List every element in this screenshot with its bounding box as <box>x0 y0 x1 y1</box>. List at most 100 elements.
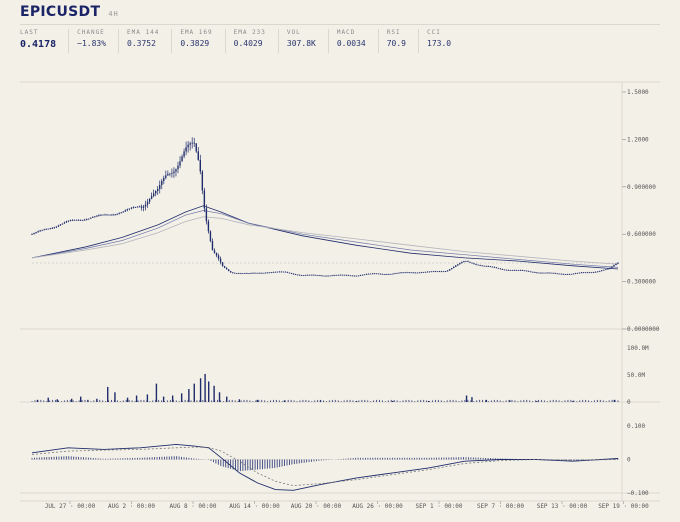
candle-body <box>298 274 301 276</box>
volume-bar-baseline <box>493 399 495 402</box>
volume-bar-baseline <box>376 399 378 402</box>
volume-bar-baseline <box>487 401 489 402</box>
candle-body <box>530 271 532 273</box>
volume-bar-baseline <box>49 400 51 402</box>
stat-label: EMA 169 <box>180 29 213 36</box>
volume-bar-baseline <box>308 400 310 402</box>
candle-body <box>37 231 39 233</box>
volume-bar-baseline <box>175 400 177 402</box>
volume-bar-baseline <box>78 400 80 402</box>
candle-body <box>136 206 139 208</box>
volume-bar <box>465 395 468 402</box>
candle-body <box>550 272 552 274</box>
candle-body <box>71 219 74 221</box>
volume-bar-baseline <box>576 401 578 402</box>
volume-bar <box>319 400 322 402</box>
candle-body <box>234 272 236 274</box>
stat-macd: MACD 0.0034 <box>327 29 378 53</box>
candle-body <box>420 272 423 274</box>
candle-body <box>365 274 368 275</box>
candle-body <box>446 270 449 272</box>
volume-bar-baseline <box>284 400 286 402</box>
volume-bar-baseline <box>140 399 142 402</box>
candle-body <box>256 272 258 274</box>
volume-bar-baseline <box>116 400 118 402</box>
volume-bar-baseline <box>608 400 610 402</box>
candle-body <box>230 271 232 273</box>
candle-body <box>232 272 234 274</box>
candle-body <box>163 177 165 182</box>
candle-body <box>513 270 516 271</box>
volume-tick-label: 50.0M <box>627 372 645 379</box>
volume-bar-baseline <box>40 399 42 402</box>
volume-bar-baseline <box>72 400 74 402</box>
symbol-title: EPICUSDT <box>20 4 101 20</box>
candle-body <box>568 274 571 275</box>
volume-bar <box>107 386 109 402</box>
candle-body <box>106 214 108 216</box>
candle-body <box>221 262 224 267</box>
candle-body <box>548 272 550 274</box>
macd-line <box>31 443 619 491</box>
volume-bar-baseline <box>443 401 445 402</box>
candle-body <box>51 227 53 229</box>
candle-body <box>53 227 56 229</box>
candle-body <box>566 274 569 275</box>
candle-body <box>63 222 66 224</box>
price-tick-label: 0.600000 <box>627 231 656 238</box>
candle-body <box>43 229 45 231</box>
volume-bar-baseline <box>231 399 233 402</box>
volume-bar-baseline <box>408 399 410 402</box>
x-tick-label: SEP 1 · 00:00 <box>416 503 463 510</box>
volume-bar-baseline <box>211 400 213 402</box>
x-tick-label: SEP 7 · 00:00 <box>477 503 524 510</box>
x-tick-label: AUG 20 · 00:00 <box>291 503 342 510</box>
stat-value: −1.83% <box>77 39 107 48</box>
volume-bar-baseline <box>196 400 198 402</box>
volume-bar-baseline <box>552 399 554 402</box>
candle-body <box>203 190 206 209</box>
volume-bar-baseline <box>240 400 242 402</box>
volume-bar <box>188 389 190 402</box>
volume-bar-baseline <box>108 400 110 402</box>
volume-bar-baseline <box>532 401 534 402</box>
candle-body <box>248 273 250 274</box>
candle-body <box>586 272 589 274</box>
volume-bar-baseline <box>119 401 121 402</box>
candle-body <box>69 220 72 221</box>
volume-bar-baseline <box>579 400 581 402</box>
candle-body <box>211 241 214 251</box>
candle-body <box>84 219 86 221</box>
candle-body <box>55 226 58 228</box>
candle-body <box>526 270 528 272</box>
volume-bar-baseline <box>164 401 166 402</box>
candle-body <box>426 271 429 273</box>
volume-bar <box>162 396 165 402</box>
volume-bar-baseline <box>414 401 416 402</box>
candle-body <box>67 220 70 222</box>
header-divider <box>20 24 660 25</box>
candle-body <box>442 271 445 273</box>
volume-bar-baseline <box>543 400 545 402</box>
x-tick-label: SEP 19 · 00:00 <box>598 503 649 510</box>
x-tick-label: AUG 2 · 00:00 <box>108 503 155 510</box>
volume-bar <box>218 392 221 402</box>
volume-tick-label: 0 <box>627 399 631 406</box>
candle-body <box>317 275 319 276</box>
candle-body <box>453 266 455 269</box>
volume-bar-baseline <box>490 400 492 402</box>
candle-body <box>418 272 420 274</box>
candle-body <box>175 169 177 172</box>
volume-bar-baseline <box>184 399 186 402</box>
candle-body <box>201 171 204 191</box>
candle-body <box>485 265 487 267</box>
candle-body <box>227 269 230 272</box>
ema-line-2 <box>31 210 619 268</box>
volume-bar-baseline <box>511 399 513 402</box>
stat-label: EMA 144 <box>127 29 160 36</box>
volume-bar-baseline <box>570 399 572 402</box>
volume-bar-baseline <box>261 399 263 402</box>
candle-body <box>144 204 147 207</box>
candle-body <box>313 274 315 276</box>
